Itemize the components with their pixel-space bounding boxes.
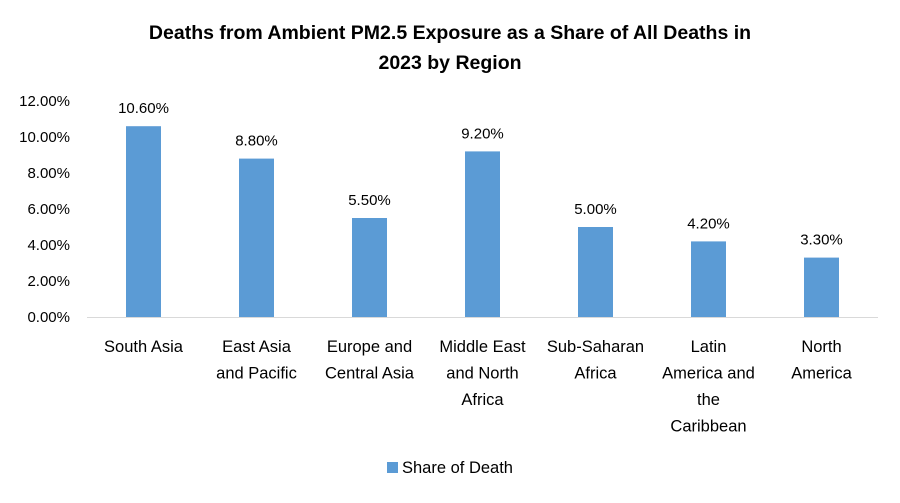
data-label: 5.00% (574, 201, 617, 218)
chart-title: Deaths from Ambient PM2.5 Exposure as a … (0, 18, 900, 78)
data-label: 8.80% (235, 133, 278, 150)
bar (578, 227, 613, 317)
x-tick-label: East Asia and Pacific (216, 338, 297, 383)
y-tick-label: 10.00% (19, 129, 70, 146)
data-label: 9.20% (461, 125, 504, 142)
bar (239, 158, 274, 317)
chart-title-line-1: Deaths from Ambient PM2.5 Exposure as a … (148, 22, 752, 44)
data-labels: 10.60% 8.80% 5.50% 9.20% 5.00% 4.20% 3.30% (118, 100, 843, 248)
x-tick-label: Europe and Central Asia (325, 338, 415, 383)
x-tick-label: Middle East and North Africa (439, 338, 526, 409)
bars (126, 126, 839, 317)
data-label: 5.50% (348, 192, 391, 209)
chart-title-line-2: 2023 by Region (378, 52, 522, 74)
y-tick-label: 0.00% (27, 309, 70, 326)
y-tick-label: 2.00% (27, 273, 70, 290)
data-label: 3.30% (800, 232, 843, 249)
x-tick-label: Sub-Saharan Africa (547, 338, 644, 383)
legend-label: Share of Death (402, 459, 513, 477)
x-tick-label: Latin America and the Caribbean (662, 338, 755, 436)
x-tick-label: North America (791, 338, 852, 383)
bar (691, 241, 726, 317)
x-axis-category-labels: South Asia East Asia and Pacific Europe and… (104, 338, 853, 436)
bar (126, 126, 161, 317)
data-label: 4.20% (687, 215, 730, 232)
y-tick-label: 8.00% (27, 165, 70, 182)
y-tick-label: 6.00% (27, 201, 70, 218)
x-tick-label: South Asia (104, 338, 184, 356)
bar (465, 151, 500, 317)
y-axis: 0.00% 2.00% 4.00% 6.00% 8.00% 10.00% 12.00% (19, 93, 70, 326)
legend: Share of Death (0, 459, 900, 478)
bar (352, 218, 387, 317)
y-tick-label: 4.00% (27, 237, 70, 254)
data-label: 10.60% (118, 100, 169, 117)
legend-swatch-share-of-death (387, 462, 398, 473)
y-tick-label: 12.00% (19, 93, 70, 110)
bar (804, 257, 839, 317)
